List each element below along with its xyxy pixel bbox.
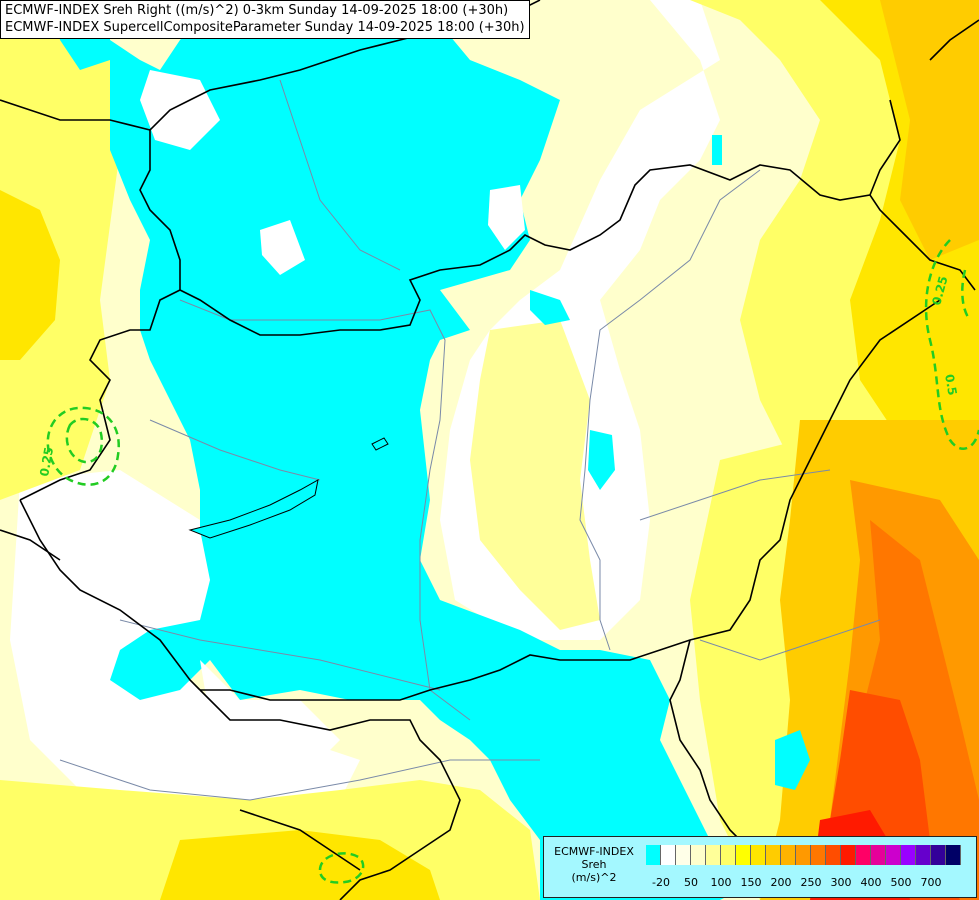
legend-tick-8: 500: [890, 876, 912, 889]
legend-swatch-18: [916, 845, 931, 865]
legend-swatch-19: [931, 845, 946, 865]
yellow-west: [0, 0, 120, 500]
legend-tick-4: 200: [770, 876, 792, 889]
border-west: [19, 289, 181, 501]
river-north: [279, 79, 401, 271]
legend-tick-9: 700: [920, 876, 942, 889]
legend-swatch-11: [811, 845, 826, 865]
scp-contour-east: [924, 239, 979, 450]
legend-swatch-6: [736, 845, 751, 865]
contour-label-west: 0.25: [37, 446, 56, 478]
legend-swatch-20: [946, 845, 961, 865]
yellow-west-core: [0, 190, 60, 360]
white-hole-1: [140, 70, 220, 150]
river-drava: [119, 619, 441, 691]
scp-contour-west: [46, 406, 120, 486]
border-austria-north: [0, 29, 441, 131]
legend-swatch-10: [796, 845, 811, 865]
legend-swatch-12: [826, 845, 841, 865]
negative-sreh-spot-4: [775, 730, 810, 790]
legend-swatch-7: [751, 845, 766, 865]
legend-swatch-8: [766, 845, 781, 865]
legend-swatch-4: [706, 845, 721, 865]
legend-tick-3: 150: [740, 876, 762, 889]
negative-sreh-spot-2: [588, 430, 615, 490]
legend-swatch-9: [781, 845, 796, 865]
river-danube: [179, 299, 471, 721]
river-east: [699, 619, 881, 661]
legend-swatch-13: [841, 845, 856, 865]
border-hungary: [179, 164, 976, 336]
legend-title-line-2: Sreh: [581, 858, 607, 871]
yellow-south-deep: [160, 830, 440, 900]
legend-tick-5: 250: [800, 876, 822, 889]
legend-swatch-2: [676, 845, 691, 865]
negative-sreh-spot-3: [712, 135, 722, 165]
border-bosnia: [239, 809, 361, 871]
scp-contour-south: [318, 852, 365, 884]
rivers: [59, 79, 881, 801]
legend-tick-1: 50: [684, 876, 698, 889]
scp-contours: [46, 239, 979, 884]
legend-tick-2: 100: [710, 876, 732, 889]
river-tisza: [579, 169, 761, 651]
legend-title-line-3: (m/s)^2: [571, 871, 617, 884]
legend-title-line-1: ECMWF-INDEX: [554, 845, 634, 858]
legend-swatch-15: [871, 845, 886, 865]
legend-swatches: [646, 845, 961, 865]
lake-balaton: [188, 479, 319, 539]
border-romania-north: [929, 19, 979, 61]
color-legend: ECMWF-INDEX Sreh (m/s)^2 -20 50 100 150 200 2…: [543, 836, 977, 898]
legend-tick-0: -20: [652, 876, 670, 889]
legend-title: ECMWF-INDEX Sreh (m/s)^2: [544, 845, 644, 884]
map-header: ECMWF-INDEX Sreh Right ((m/s)^2) 0-3km S…: [0, 0, 530, 39]
orange-northeast: [880, 0, 979, 260]
border-czech: [139, 130, 181, 290]
white-hole-2: [260, 220, 305, 275]
legend-swatch-0: [646, 845, 661, 865]
legend-swatch-16: [886, 845, 901, 865]
negative-sreh-region: [110, 0, 760, 900]
scp-contour-east-inner: [961, 269, 972, 321]
river-mures: [639, 469, 831, 521]
legend-swatch-14: [856, 845, 871, 865]
border-hungary-east: [200, 299, 941, 701]
river-sava: [59, 759, 540, 801]
header-line-scp: ECMWF-INDEX SupercellCompositeParameter …: [5, 20, 525, 35]
legend-swatch-5: [721, 845, 736, 865]
lake-small: [371, 437, 389, 451]
border-sw: [0, 529, 61, 561]
legend-tick-6: 300: [830, 876, 852, 889]
legend-swatch-1: [661, 845, 676, 865]
white-hole-3: [488, 185, 525, 250]
river-raab: [149, 419, 321, 481]
legend-tick-7: 400: [860, 876, 882, 889]
border-slovenia: [19, 499, 201, 691]
scp-contour-west-inner: [65, 417, 104, 464]
negative-sreh-spot-1: [530, 290, 570, 325]
contour-label-east-2: 0.5: [942, 373, 959, 396]
border-ukraine: [869, 99, 901, 196]
header-line-sreh: ECMWF-INDEX Sreh Right ((m/s)^2) 0-3km S…: [5, 3, 509, 18]
light-yellow-center: [470, 320, 600, 630]
legend-swatch-3: [691, 845, 706, 865]
legend-swatch-17: [901, 845, 916, 865]
border-croatia: [199, 689, 461, 900]
